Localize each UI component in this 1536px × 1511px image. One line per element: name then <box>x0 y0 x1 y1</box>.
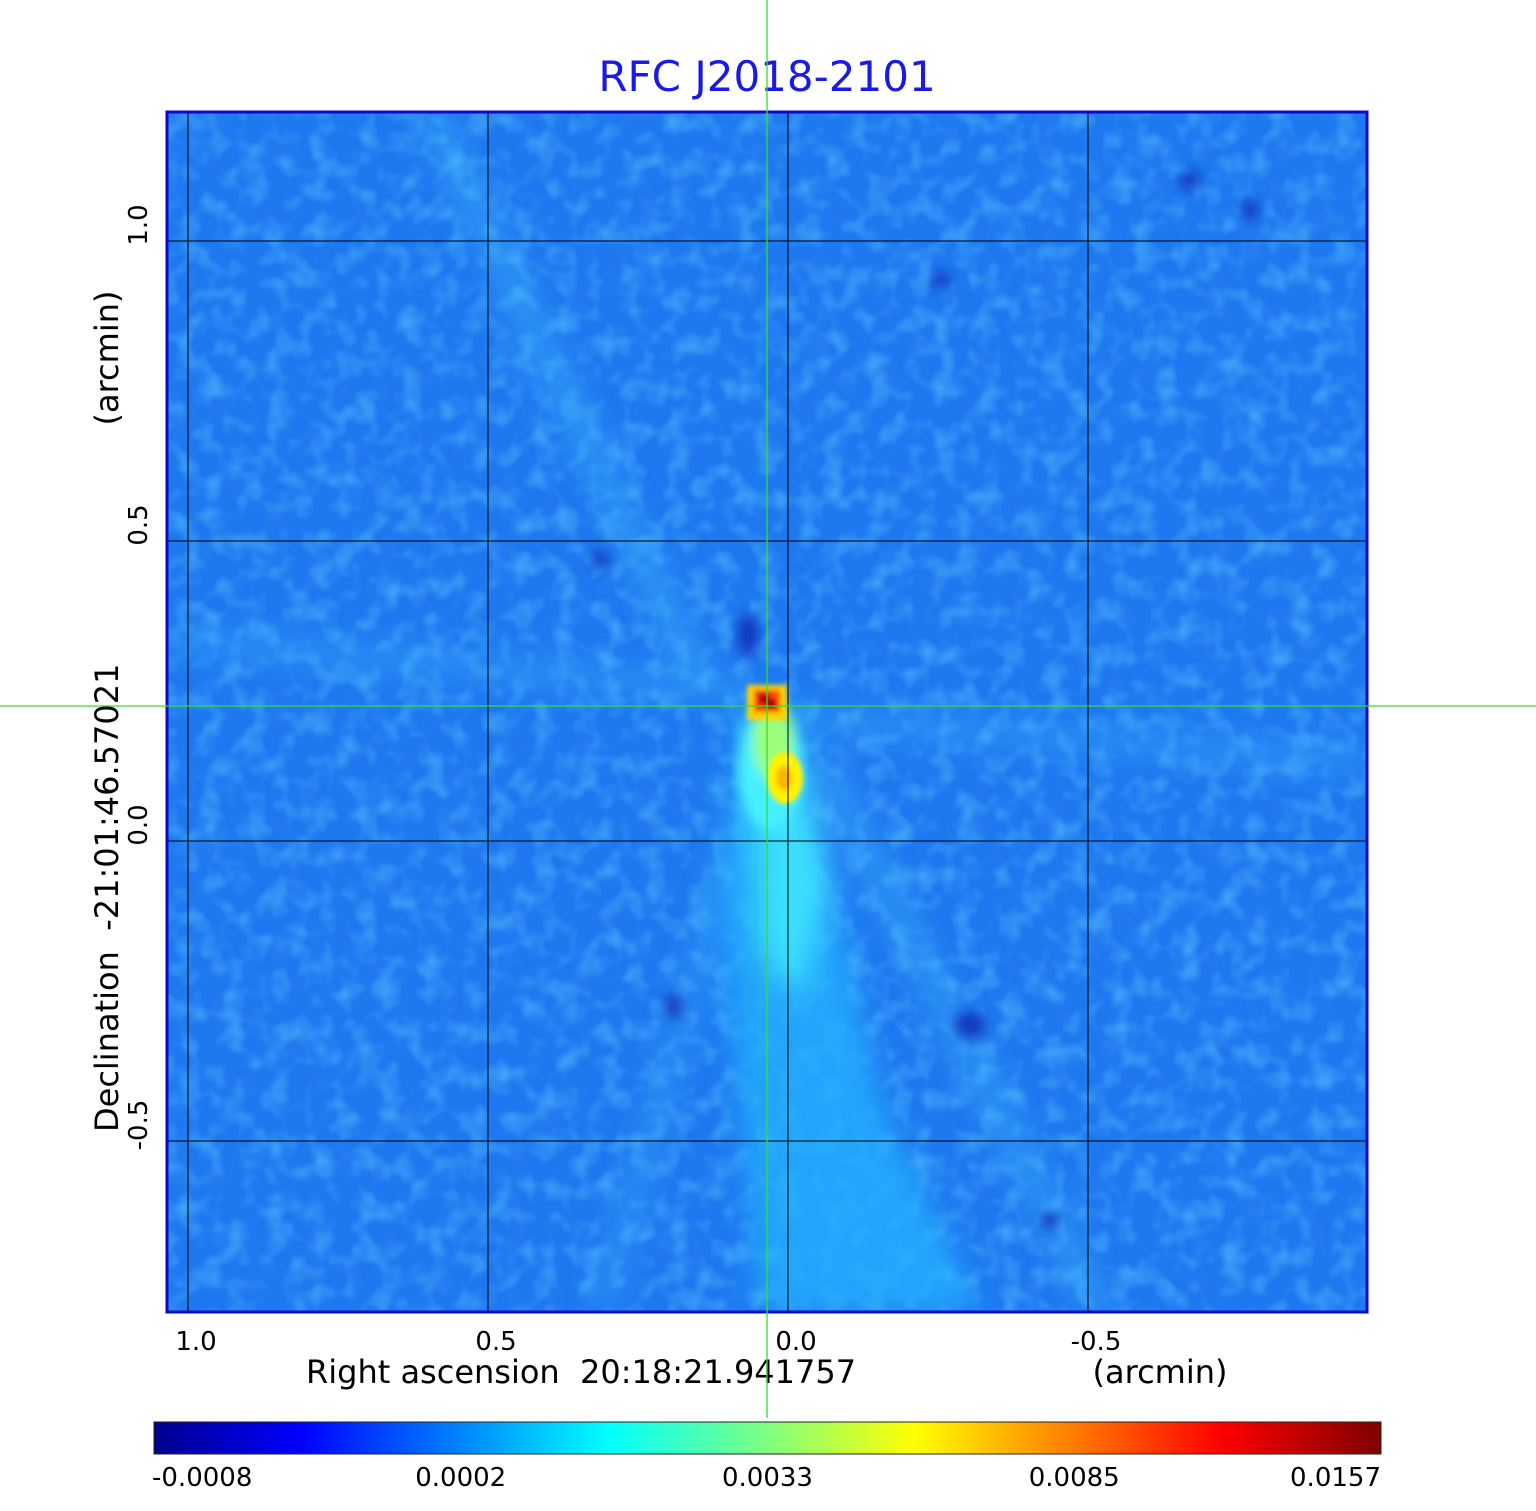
x-tick-labels: 1.0 0.5 0.0 -0.5 <box>175 1327 1121 1357</box>
x-tick-label: 0.5 <box>475 1327 516 1357</box>
x-tick-label: 1.0 <box>175 1327 216 1357</box>
x-axis-label: Right ascension 20:18:21.941757 <box>306 1353 856 1391</box>
negative-features <box>591 170 1258 1229</box>
y-tick-label: 1.0 <box>124 204 154 245</box>
y-axis-label: Declination -21:01:46.57021 <box>88 664 126 1132</box>
colorbar-tick-label: 0.0033 <box>722 1463 813 1493</box>
colorbar-tick-label: -0.0008 <box>152 1463 252 1493</box>
colorbar-tick-label: 0.0085 <box>1029 1463 1120 1493</box>
x-axis-unit: (arcmin) <box>1093 1353 1228 1391</box>
colorbar-ticks: -0.0008 0.0002 0.0033 0.0085 0.0157 <box>152 1463 1381 1493</box>
colorbar-tick-label: 0.0002 <box>415 1463 506 1493</box>
y-tick-label: -0.5 <box>124 1100 154 1151</box>
y-tick-labels: 1.0 0.5 0.0 -0.5 <box>124 204 154 1150</box>
colorbar-tick-label: 0.0157 <box>1290 1463 1381 1493</box>
x-tick-label: -0.5 <box>1071 1327 1122 1357</box>
y-tick-label: 0.5 <box>124 504 154 545</box>
colorbar <box>153 1421 1382 1455</box>
y-tick-label: 0.0 <box>124 804 154 845</box>
y-axis-unit: (arcmin) <box>88 291 126 426</box>
x-tick-label: 0.0 <box>775 1327 816 1357</box>
